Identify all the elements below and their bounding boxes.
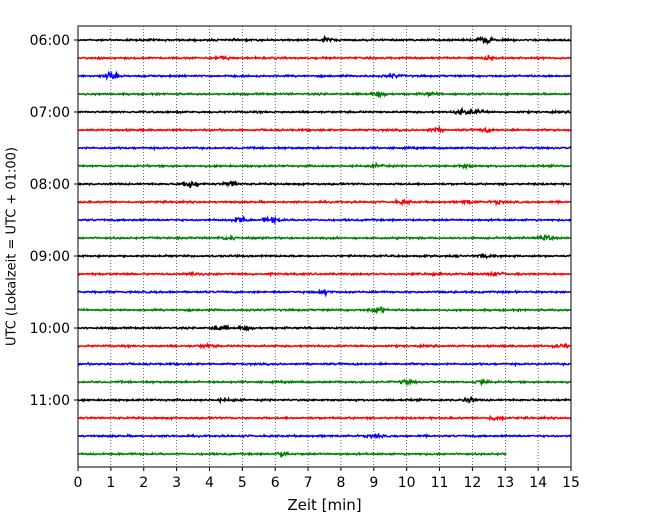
x-tick-label: 15 xyxy=(562,475,580,491)
x-tick-label: 9 xyxy=(369,475,378,491)
y-tick-label: 07:00 xyxy=(30,105,70,121)
trace-line xyxy=(77,70,572,81)
y-tick-label: 11:00 xyxy=(30,393,70,409)
plot-frame xyxy=(77,25,572,468)
x-tick-label: 10 xyxy=(398,475,416,491)
y-tick-label: 10:00 xyxy=(30,321,70,337)
trace-line xyxy=(77,253,571,260)
y-tick-label: 09:00 xyxy=(30,249,70,265)
trace-line xyxy=(77,145,572,152)
y-tick-label: 06:00 xyxy=(30,33,70,49)
trace-line xyxy=(77,305,571,315)
trace-line xyxy=(77,323,572,332)
trace-line xyxy=(77,179,571,189)
trace-line xyxy=(77,288,571,298)
x-tick-label: 1 xyxy=(106,475,115,491)
trace-line xyxy=(77,124,571,134)
traces xyxy=(77,34,572,459)
x-tick-label: 6 xyxy=(271,475,280,491)
x-tick-label: 13 xyxy=(496,475,514,491)
y-axis-label: UTC (Lokalzeit = UTC + 01:00) xyxy=(5,147,20,346)
x-tick-label: 11 xyxy=(431,475,449,491)
y-axis-ticks: 06:00 07:00 08:00 09:00 10:00 11:00 xyxy=(30,33,78,409)
trace-line xyxy=(77,161,571,171)
x-tick-label: 14 xyxy=(529,475,547,491)
trace-line xyxy=(77,361,572,368)
x-axis-ticks: 0 1 2 3 4 5 6 7 8 9 10 11 12 13 14 15 xyxy=(74,467,580,491)
x-axis-label: Zeit [min] xyxy=(287,496,361,514)
trace-line xyxy=(77,215,572,226)
trace-line xyxy=(77,395,571,405)
x-tick-label: 5 xyxy=(238,475,247,491)
x-tick-label: 8 xyxy=(336,475,345,491)
trace-line xyxy=(77,233,571,242)
y-tick-label: 08:00 xyxy=(30,177,70,193)
trace-line xyxy=(77,34,572,46)
trace-line xyxy=(77,341,571,350)
trace-line xyxy=(77,106,572,116)
trace-line xyxy=(77,451,507,459)
x-tick-label: 2 xyxy=(139,475,148,491)
trace-line xyxy=(77,377,572,387)
x-tick-label: 7 xyxy=(304,475,313,491)
trace-line xyxy=(77,414,572,422)
x-tick-label: 4 xyxy=(205,475,214,491)
trace-line xyxy=(77,432,572,440)
x-tick-label: 3 xyxy=(172,475,181,491)
trace-line xyxy=(77,54,571,62)
x-tick-label: 0 xyxy=(74,475,83,491)
trace-line xyxy=(77,270,571,278)
trace-line xyxy=(77,197,571,207)
x-tick-label: 12 xyxy=(463,475,481,491)
trace-line xyxy=(77,90,572,99)
